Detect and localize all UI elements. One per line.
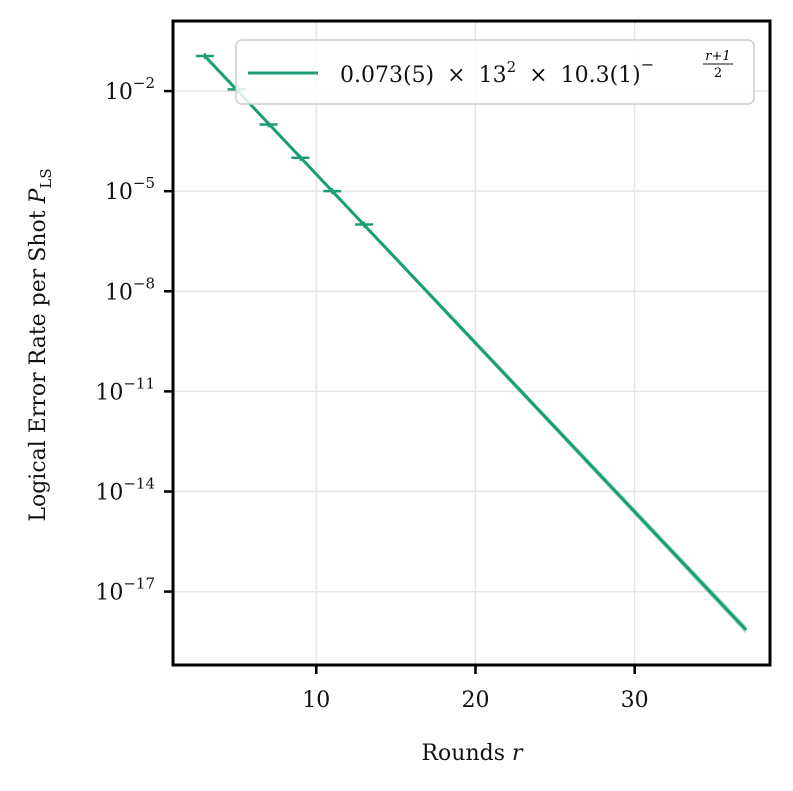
- axis-ticks: 10 20 30 10−2 10−5 10−8 10−11 10−14 10−17: [95, 74, 648, 713]
- data-point: [323, 188, 342, 195]
- plot-frame: [171, 19, 772, 667]
- x-tick-label: 30: [621, 688, 649, 713]
- x-tick-label: 10: [302, 688, 330, 713]
- data-point: [355, 221, 374, 228]
- y-axis-title: Logical Error Rate per Shot PLS: [26, 168, 55, 521]
- legend: 0.073(5) × 132 × 10.3(1)− r+1 2: [235, 39, 755, 105]
- y-tick-label: 10−17: [95, 575, 155, 606]
- y-tick-label: 10−14: [95, 474, 155, 505]
- y-tick-label: 10−5: [105, 174, 155, 205]
- legend-label: 0.073(5) × 132 × 10.3(1)−: [340, 53, 654, 88]
- data-point: [195, 53, 214, 60]
- legend-box: [235, 39, 755, 105]
- data-point: [291, 154, 310, 161]
- y-tick-label: 10−8: [105, 274, 155, 305]
- x-axis-title: Rounds r: [421, 741, 524, 766]
- y-tick-label: 10−11: [95, 374, 155, 405]
- data-point: [259, 121, 278, 128]
- legend-exp-numerator: r+1: [705, 49, 730, 64]
- y-tick-label: 10−2: [105, 74, 155, 105]
- legend-exp-denominator: 2: [714, 66, 722, 81]
- fit-line: [203, 55, 748, 631]
- fit-line-group: [203, 54, 748, 634]
- x-tick-label: 20: [461, 688, 489, 713]
